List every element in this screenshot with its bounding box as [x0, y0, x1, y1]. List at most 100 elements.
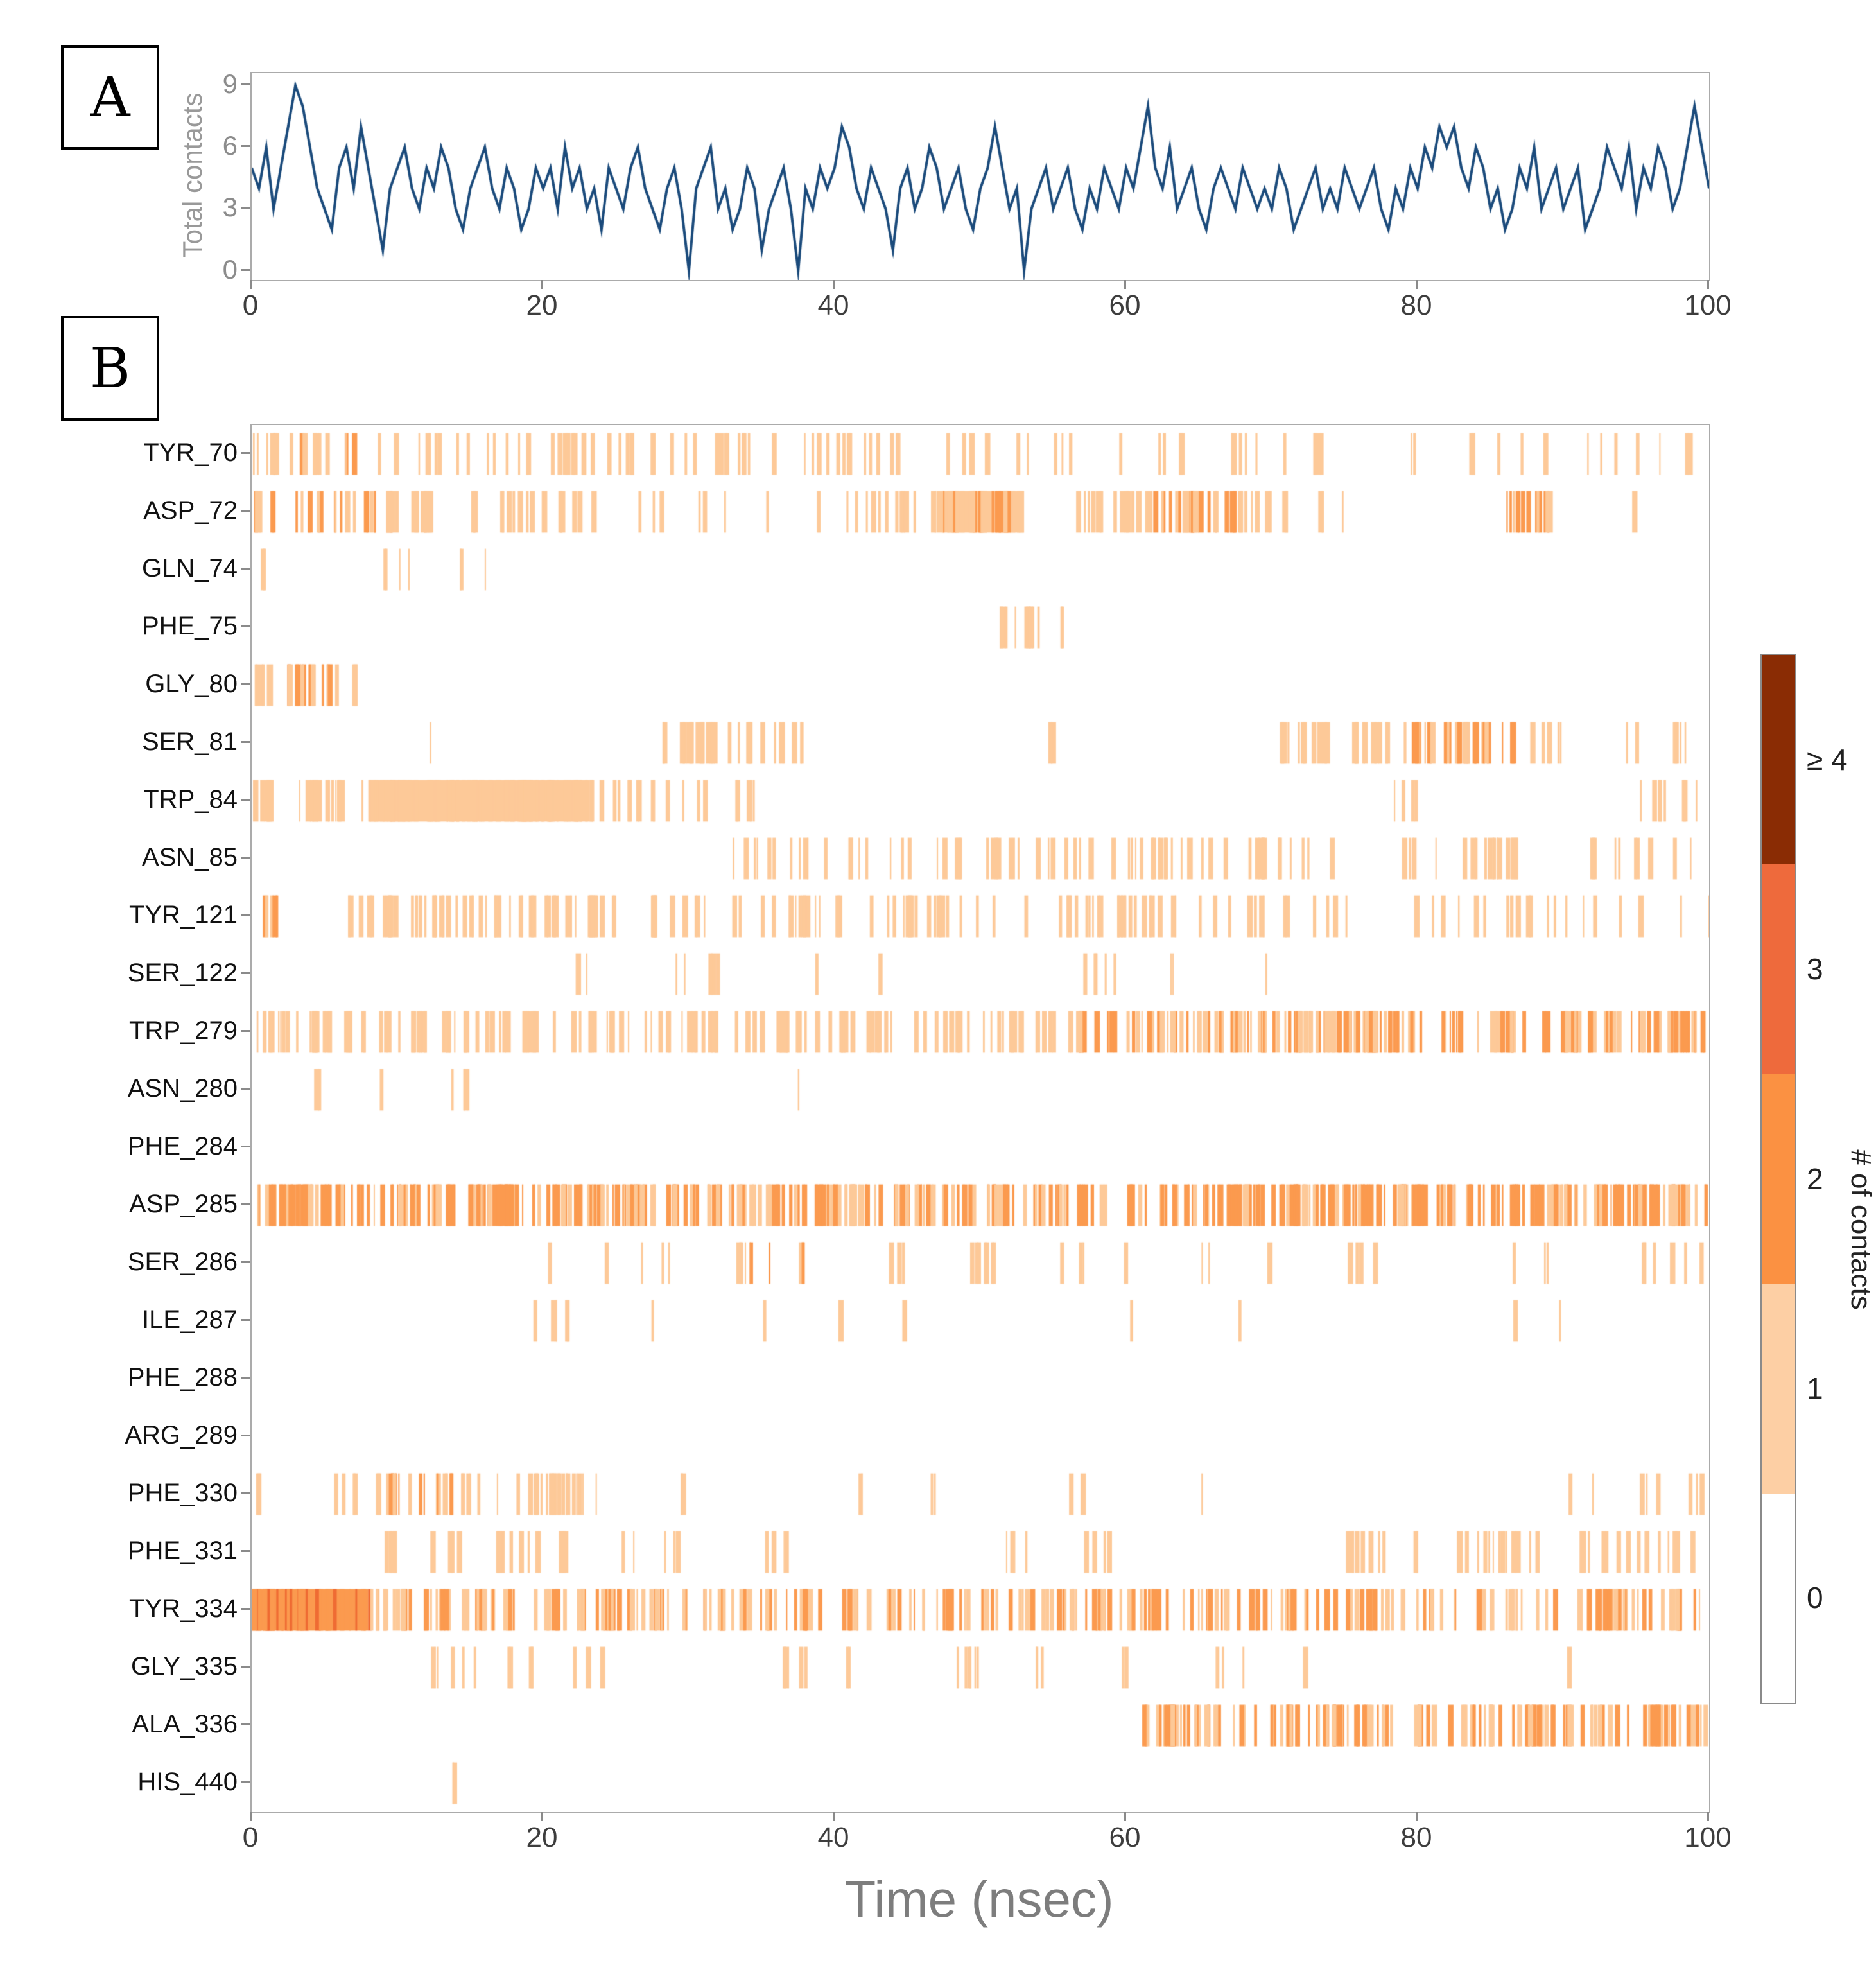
row-tick-mark — [241, 452, 250, 454]
row-tick-mark — [241, 1319, 250, 1321]
row-label-ala_336: ALA_336 — [132, 1710, 238, 1738]
y-tick-label: 9 — [222, 69, 238, 100]
row-tick-mark — [241, 799, 250, 801]
panel-b-label-box: B — [61, 316, 159, 421]
x-tick-mark — [1707, 1812, 1709, 1821]
row-tick-mark — [241, 1666, 250, 1668]
colorbar-block-1 — [1762, 1284, 1795, 1494]
row-tick-mark — [241, 1261, 250, 1263]
row-tick-mark — [241, 972, 250, 974]
row-label-asn_85: ASN_85 — [142, 843, 238, 871]
x-tick-label: 20 — [526, 290, 558, 321]
x-tick-mark — [541, 280, 543, 289]
row-tick-mark — [241, 625, 250, 627]
row-tick-mark — [241, 1377, 250, 1379]
x-tick-label: 100 — [1684, 1822, 1732, 1853]
panel-a-letter: A — [90, 65, 130, 130]
x-tick-label: 0 — [242, 290, 259, 321]
x-tick-label: 20 — [526, 1822, 558, 1853]
row-label-trp_279: TRP_279 — [129, 1017, 238, 1045]
y-tick-mark — [241, 207, 250, 209]
x-tick-mark — [833, 280, 835, 289]
row-label-ser_286: SER_286 — [127, 1248, 238, 1276]
x-tick-mark — [1416, 280, 1418, 289]
x-tick-mark — [1416, 1812, 1418, 1821]
row-label-gln_74: GLN_74 — [142, 554, 238, 582]
row-tick-mark — [241, 1203, 250, 1205]
panel-b-letter: B — [89, 336, 131, 401]
row-tick-mark — [241, 1723, 250, 1725]
x-tick-label: 80 — [1400, 290, 1432, 321]
row-tick-mark — [241, 1088, 250, 1090]
x-tick-label: 60 — [1109, 1822, 1141, 1853]
colorbar-label-ge4: ≥ 4 — [1807, 743, 1848, 776]
colorbar-title: # of contacts — [1845, 1149, 1876, 1310]
x-tick-mark — [1124, 280, 1126, 289]
x-tick-mark — [250, 280, 252, 289]
x-tick-mark — [1707, 280, 1709, 289]
row-label-asp_72: ASP_72 — [143, 496, 238, 525]
x-tick-label: 80 — [1400, 1822, 1432, 1853]
colorbar-block-0 — [1762, 1493, 1795, 1704]
row-label-gly_80: GLY_80 — [145, 670, 238, 698]
row-tick-mark — [241, 683, 250, 685]
row-tick-mark — [241, 568, 250, 570]
row-label-phe_75: PHE_75 — [142, 612, 238, 640]
colorbar-label-2: 2 — [1807, 1162, 1823, 1196]
colorbar-label-1: 1 — [1807, 1372, 1823, 1405]
heatmap-canvas — [252, 425, 1709, 1812]
row-label-tyr_121: TYR_121 — [129, 901, 238, 929]
x-tick-label: 40 — [817, 290, 849, 321]
row-label-tyr_334: TYR_334 — [129, 1594, 238, 1623]
row-tick-mark — [241, 857, 250, 859]
row-label-phe_331: PHE_331 — [127, 1537, 238, 1565]
row-label-his_440: HIS_440 — [137, 1768, 238, 1796]
y-tick-label: 3 — [222, 192, 238, 223]
row-label-arg_289: ARG_289 — [125, 1421, 238, 1449]
x-tick-label: 0 — [242, 1822, 259, 1853]
row-tick-mark — [241, 1030, 250, 1032]
y-tick-label: 0 — [222, 254, 238, 284]
colorbar-block-ge4 — [1762, 655, 1795, 865]
y-axis-label-total-contacts: Total contacts — [177, 92, 207, 258]
row-label-ile_287: ILE_287 — [141, 1305, 238, 1334]
panel-a-label-box: A — [61, 45, 159, 150]
x-tick-label: 40 — [817, 1822, 849, 1853]
colorbar-label-3: 3 — [1807, 952, 1823, 986]
row-label-asp_285: ASP_285 — [128, 1190, 238, 1218]
y-tick-label: 6 — [222, 130, 238, 161]
colorbar-block-3 — [1762, 864, 1795, 1074]
y-tick-mark — [241, 268, 250, 271]
x-tick-mark — [1124, 1812, 1126, 1821]
row-tick-mark — [241, 1435, 250, 1436]
y-tick-mark — [241, 83, 250, 86]
row-label-asn_280: ASN_280 — [127, 1074, 238, 1103]
x-axis-label-time: Time (nsec) — [844, 1871, 1114, 1928]
colorbar — [1760, 654, 1796, 1704]
row-label-ser_81: SER_81 — [142, 728, 238, 756]
residue-contacts-heatmap-plot — [250, 424, 1710, 1813]
row-tick-mark — [241, 1550, 250, 1552]
row-tick-mark — [241, 1146, 250, 1147]
colorbar-label-0: 0 — [1807, 1581, 1823, 1614]
row-label-phe_288: PHE_288 — [127, 1363, 238, 1392]
row-tick-mark — [241, 510, 250, 512]
x-tick-mark — [250, 1812, 252, 1821]
y-tick-mark — [241, 145, 250, 148]
x-tick-label: 60 — [1109, 290, 1141, 321]
row-tick-mark — [241, 741, 250, 743]
row-tick-mark — [241, 1608, 250, 1610]
line-chart-canvas — [252, 73, 1709, 280]
row-label-phe_284: PHE_284 — [127, 1132, 238, 1160]
row-label-ser_122: SER_122 — [127, 959, 238, 987]
row-label-tyr_70: TYR_70 — [143, 439, 238, 467]
row-label-phe_330: PHE_330 — [127, 1479, 238, 1507]
total-contacts-line-plot — [250, 72, 1710, 281]
row-label-gly_335: GLY_335 — [130, 1652, 238, 1680]
row-tick-mark — [241, 1492, 250, 1494]
colorbar-block-2 — [1762, 1074, 1795, 1284]
row-label-trp_84: TRP_84 — [143, 785, 238, 814]
row-tick-mark — [241, 914, 250, 916]
row-tick-mark — [241, 1781, 250, 1783]
